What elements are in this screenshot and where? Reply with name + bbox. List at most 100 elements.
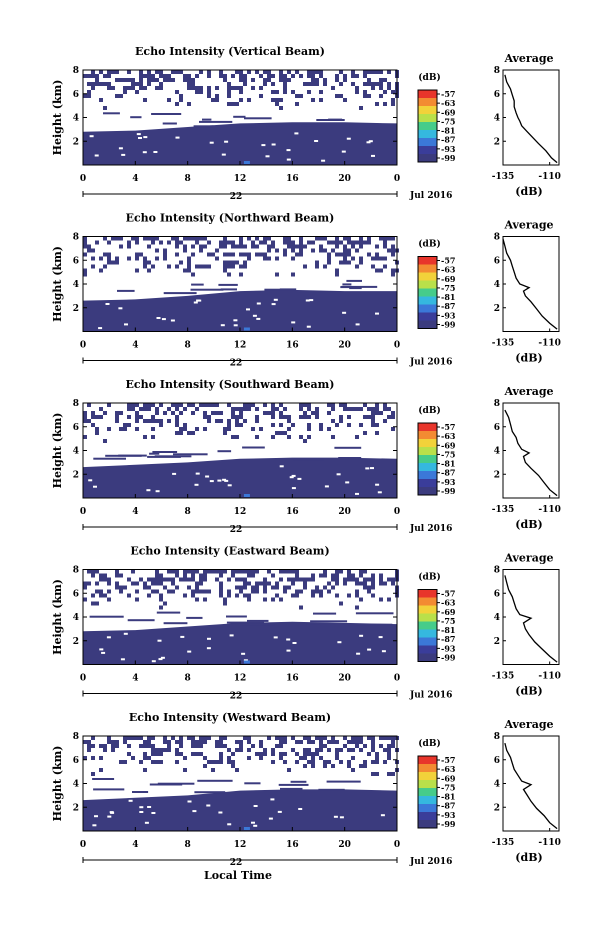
gap-cell bbox=[241, 652, 246, 655]
echo-cell bbox=[111, 260, 115, 265]
echo-cell bbox=[355, 264, 359, 269]
gap-cell bbox=[321, 159, 326, 162]
echo-cell bbox=[175, 236, 179, 241]
avg-y-tick-label: 4 bbox=[494, 280, 500, 290]
gap-cell bbox=[337, 641, 342, 644]
echo-cell bbox=[387, 756, 391, 760]
echo-cell bbox=[107, 581, 111, 586]
echo-cell bbox=[355, 248, 359, 253]
gap-cell bbox=[139, 806, 144, 809]
echo-cell bbox=[267, 236, 271, 241]
echo-cell bbox=[243, 78, 247, 82]
gap-cell bbox=[251, 821, 255, 824]
echo-cell bbox=[223, 78, 227, 82]
echo-cell bbox=[171, 581, 175, 586]
echo-cell bbox=[375, 256, 379, 261]
echo-cell bbox=[195, 74, 199, 78]
echo-cell bbox=[383, 244, 387, 249]
echo-cell bbox=[103, 748, 107, 752]
echo-streak bbox=[117, 289, 135, 292]
echo-cell bbox=[383, 90, 387, 94]
gap-cell bbox=[93, 485, 97, 488]
gap-cell bbox=[366, 141, 371, 144]
echo-cell bbox=[155, 748, 159, 752]
echo-cell bbox=[291, 272, 295, 277]
echo-cell bbox=[355, 407, 359, 411]
colorbar-frame bbox=[417, 589, 438, 662]
colorbar-segment bbox=[418, 780, 437, 789]
echo-cell bbox=[87, 403, 91, 407]
y-axis-label: Height (km) bbox=[51, 413, 64, 489]
gap-cell bbox=[256, 302, 261, 305]
echo-cell bbox=[323, 764, 327, 768]
echo-cell bbox=[199, 236, 203, 241]
echo-cell bbox=[147, 236, 151, 241]
echo-cell bbox=[311, 240, 315, 245]
echo-streak bbox=[247, 619, 269, 622]
echo-cell bbox=[103, 411, 107, 415]
echo-cell bbox=[255, 581, 259, 586]
echo-cell bbox=[287, 70, 291, 74]
echo-cell bbox=[383, 78, 387, 82]
echo-cell bbox=[379, 70, 383, 74]
echo-cell bbox=[175, 403, 179, 407]
echo-cell bbox=[303, 439, 307, 443]
echo-cell bbox=[207, 74, 211, 78]
gap-cell bbox=[253, 824, 258, 827]
echo-cell bbox=[383, 102, 387, 106]
colorbar-frame bbox=[417, 755, 438, 829]
colorbar-tick-label: -99 bbox=[441, 653, 456, 663]
echo-cell bbox=[195, 581, 199, 586]
echo-cell bbox=[207, 760, 211, 764]
echo-cell bbox=[335, 569, 339, 574]
gap-cell bbox=[273, 636, 278, 639]
echo-cell bbox=[259, 94, 263, 98]
echo-cell bbox=[311, 740, 315, 744]
avg-y-tick-label: 2 bbox=[494, 137, 500, 147]
echo-cell bbox=[207, 569, 211, 574]
echo-streak bbox=[127, 619, 155, 622]
echo-cell bbox=[391, 581, 395, 586]
echo-cell bbox=[299, 605, 303, 610]
echo-cell bbox=[111, 236, 115, 241]
echo-cell bbox=[211, 403, 215, 407]
x-tick-label: 0 bbox=[80, 507, 86, 517]
gap-cell bbox=[94, 815, 98, 818]
echo-cell bbox=[167, 240, 171, 245]
panel-5: Echo Intensity (Westward Beam)2468Height… bbox=[51, 711, 561, 868]
colorbar-tick-label: -93 bbox=[441, 310, 456, 320]
echo-cell bbox=[143, 236, 147, 241]
echo-cell bbox=[175, 244, 179, 249]
echo-cell bbox=[175, 252, 179, 257]
echo-cell bbox=[243, 82, 247, 86]
echo-cell bbox=[159, 74, 163, 78]
gap-cell bbox=[206, 647, 211, 650]
echo-cell bbox=[163, 74, 167, 78]
y-tick-label: 6 bbox=[73, 589, 79, 599]
echo-cell bbox=[107, 70, 111, 74]
colorbar-tick-label: -63 bbox=[441, 265, 456, 275]
echo-cell bbox=[239, 411, 243, 415]
gap-cell bbox=[156, 317, 161, 319]
y-axis-label: Height (km) bbox=[51, 746, 64, 822]
echo-streak bbox=[233, 115, 246, 118]
echo-cell bbox=[179, 240, 183, 245]
avg-x-tick-label: -110 bbox=[538, 838, 561, 848]
echo-cell bbox=[311, 82, 315, 86]
date-day-label: 22 bbox=[230, 692, 243, 702]
echo-cell bbox=[155, 411, 159, 415]
echo-cell bbox=[303, 581, 307, 586]
echo-cell bbox=[99, 577, 103, 582]
gap-cell bbox=[375, 312, 379, 315]
echo-cell bbox=[367, 585, 371, 590]
echo-cell bbox=[343, 98, 347, 102]
echo-cell bbox=[131, 581, 135, 586]
echo-cell bbox=[323, 573, 327, 578]
echo-cell bbox=[235, 244, 239, 249]
echo-cell bbox=[155, 752, 159, 756]
avg-x-tick-label: -135 bbox=[492, 172, 515, 182]
echo-cell bbox=[211, 768, 215, 772]
echo-cell bbox=[95, 415, 99, 419]
echo-cell bbox=[287, 236, 291, 241]
echo-cell bbox=[291, 74, 295, 78]
